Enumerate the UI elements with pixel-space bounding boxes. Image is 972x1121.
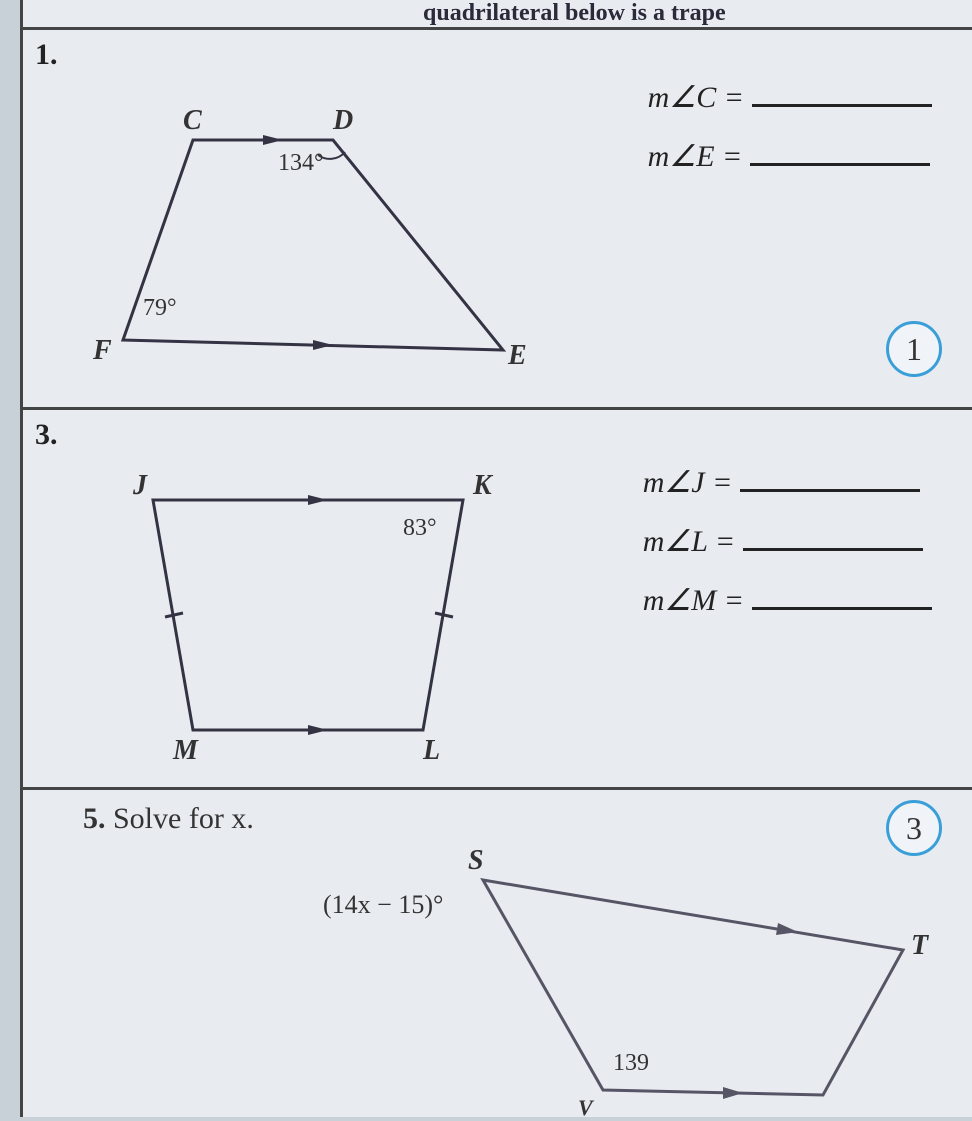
problem-1-diagram: C D E F 134° 79° <box>83 80 543 380</box>
answer-label-J: m∠J = <box>643 465 733 500</box>
answer-line: m∠L = <box>643 524 932 559</box>
answer-label-E: m∠E = <box>648 139 743 174</box>
problem-5-row: 5. Solve for x. 3 S T V (14x − 15)° 139 <box>23 790 972 1110</box>
vertex-K: K <box>473 470 492 502</box>
vertex-L: L <box>423 735 440 767</box>
worksheet-page: quadrilateral below is a trape 1. C D E … <box>20 0 972 1117</box>
trapezoid-1-svg <box>83 80 543 380</box>
page-badge-3: 3 <box>886 800 942 856</box>
answer-label-L: m∠L = <box>643 524 735 559</box>
vertex-V: V <box>578 1095 593 1121</box>
vertex-E: E <box>508 340 527 372</box>
problem-3-number: 3. <box>35 418 58 452</box>
answer-line: m∠C = <box>648 80 932 115</box>
vertex-C: C <box>183 105 202 137</box>
angle-V-label: 139 <box>613 1050 649 1077</box>
answer-line: m∠J = <box>643 465 932 500</box>
answer-blank <box>740 468 920 492</box>
problem-3-row: 3. J K L M 83° m∠J = <box>23 410 972 790</box>
problem-5-diagram: S T V (14x − 15)° 139 <box>303 850 943 1110</box>
answer-label-C: m∠C = <box>648 80 744 115</box>
answer-line: m∠M = <box>643 583 932 618</box>
problem-5-text: Solve for x. <box>113 802 254 835</box>
answer-line: m∠E = <box>648 139 932 174</box>
answer-blank <box>750 142 930 166</box>
header-partial-text: quadrilateral below is a trape <box>23 0 972 30</box>
page-badge-1: 1 <box>886 321 942 377</box>
problem-1-row: 1. C D E F 134° 79° m∠C = <box>23 30 972 410</box>
vertex-T: T <box>911 930 928 962</box>
angle-S-label: (14x − 15)° <box>323 890 443 920</box>
vertex-F: F <box>93 335 112 367</box>
vertex-S: S <box>468 845 484 877</box>
problem-5-number: 5. <box>83 802 106 835</box>
vertex-M: M <box>173 735 198 767</box>
trapezoid-3-svg <box>103 450 523 770</box>
problem-3-diagram: J K L M 83° <box>103 450 523 770</box>
answer-label-M: m∠M = <box>643 583 744 618</box>
problem-1-answers: m∠C = m∠E = <box>648 80 932 198</box>
angle-K-label: 83° <box>403 515 437 542</box>
problem-1-number: 1. <box>35 38 58 72</box>
angle-D-label: 134° <box>278 150 324 177</box>
problem-3-answers: m∠J = m∠L = m∠M = <box>643 465 932 642</box>
problem-5-title: 5. Solve for x. <box>83 802 254 836</box>
answer-blank <box>752 83 932 107</box>
answer-blank <box>743 527 923 551</box>
vertex-J: J <box>133 470 147 502</box>
angle-F-label: 79° <box>143 295 177 322</box>
answer-blank <box>752 586 932 610</box>
vertex-D: D <box>333 105 353 137</box>
